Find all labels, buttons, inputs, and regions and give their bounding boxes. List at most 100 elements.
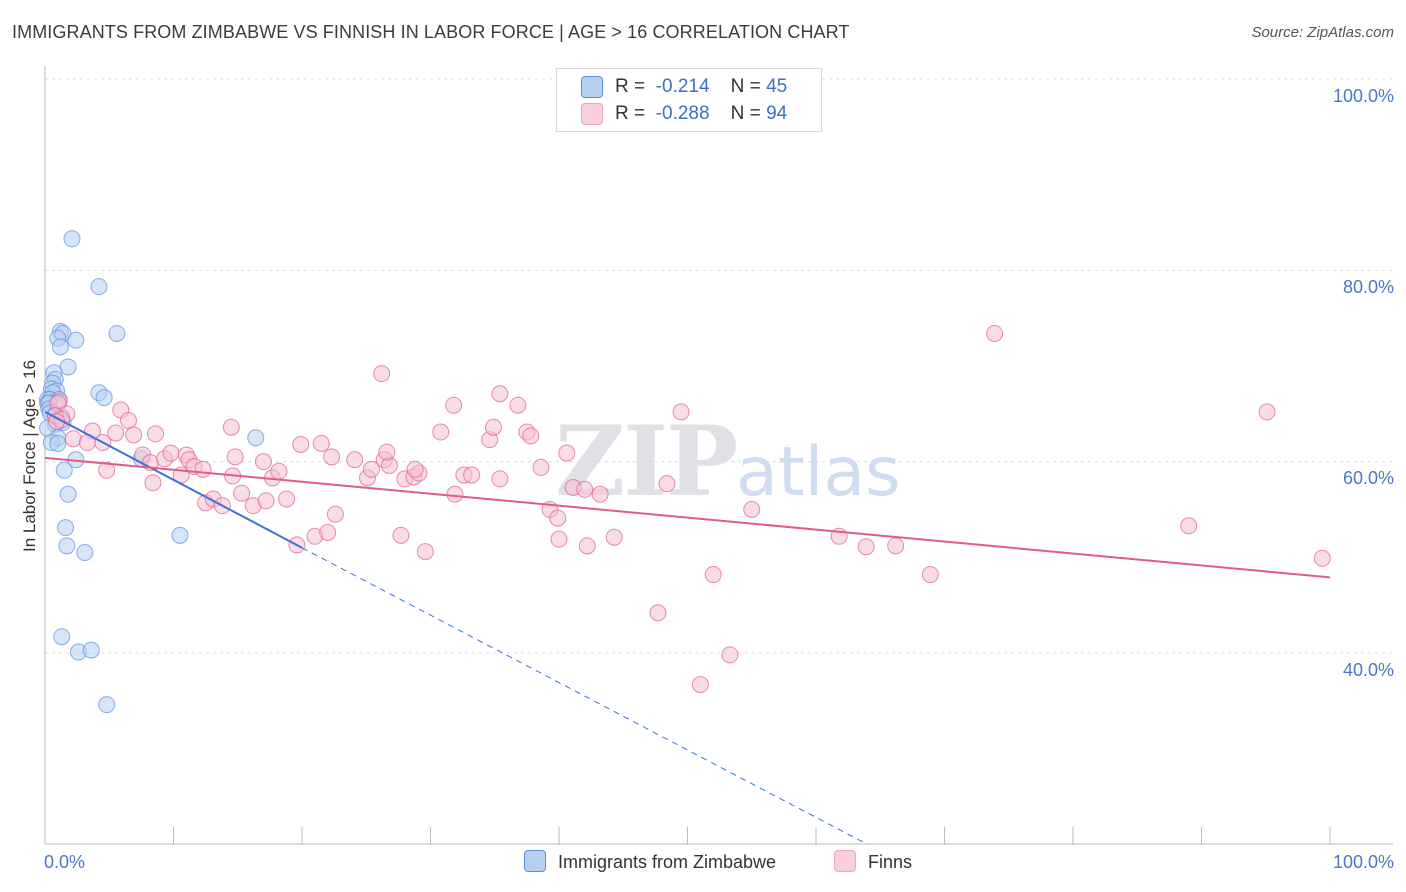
legend-n-value: 45 <box>766 76 788 98</box>
y-tick-label-60: 60.0% <box>1342 468 1394 488</box>
finns-point <box>319 523 337 541</box>
finns-point <box>162 444 180 462</box>
bottom-legend-label-zimbabwe: Immigrants from Zimbabwe <box>558 852 777 872</box>
finns-point <box>378 443 396 461</box>
finns-point <box>1180 517 1198 535</box>
legend-n-value: 94 <box>766 103 788 125</box>
legend-swatch-finns <box>581 103 603 125</box>
finns-point <box>120 412 138 430</box>
legend-r-value: -0.288 <box>655 103 710 125</box>
finns-point <box>147 425 165 443</box>
zimbabwe-point <box>98 696 116 714</box>
finns-point <box>292 435 310 453</box>
y-tick-label-40: 40.0% <box>1342 660 1394 680</box>
finns-point <box>649 604 667 622</box>
zimbabwe-point <box>67 331 85 349</box>
zimbabwe-point <box>171 526 189 544</box>
zimbabwe-point <box>51 338 69 356</box>
finns-point <box>532 458 550 476</box>
finns-trend-line <box>44 456 1331 579</box>
finns-point <box>578 537 596 555</box>
finns-point <box>691 676 709 694</box>
finns-point <box>672 403 690 421</box>
finns-point <box>362 460 380 478</box>
zimbabwe-point <box>247 429 265 447</box>
legend-row-finns: R = -0.288 N = 94 <box>581 103 787 127</box>
finns-point <box>323 448 341 466</box>
legend-n-label: N = <box>730 103 761 125</box>
bottom-legend-zimbabwe: Immigrants from Zimbabwe <box>524 850 777 874</box>
zimbabwe-point <box>57 519 75 537</box>
finns-point <box>1313 549 1331 567</box>
finns-point <box>392 526 410 544</box>
finns-point <box>312 434 330 452</box>
finns-point <box>658 475 676 493</box>
chart-source: Source: ZipAtlas.com <box>1251 24 1394 41</box>
zimbabwe-trend-line <box>44 411 303 549</box>
correlation-legend: R = -0.214 N = 45 R = -0.288 N = 94 <box>556 68 822 132</box>
finns-point <box>576 480 594 498</box>
zimbabwe-point <box>55 461 73 479</box>
zimbabwe-point <box>95 389 113 407</box>
zimbabwe-point <box>82 641 100 659</box>
legend-row-zimbabwe: R = -0.214 N = 45 <box>581 76 787 100</box>
zimbabwe-point <box>53 628 71 646</box>
finns-point <box>107 424 125 442</box>
bottom-legend-swatch-finns <box>834 850 856 873</box>
finns-point <box>704 566 722 584</box>
zimbabwe-point <box>63 230 81 248</box>
finns-point <box>591 485 609 503</box>
y-tick-label-80: 80.0% <box>1342 277 1394 297</box>
zimbabwe-point <box>49 434 67 452</box>
legend-r-label: R = <box>615 76 646 98</box>
bottom-legend-finns: Finns <box>834 850 913 874</box>
zimbabwe-point <box>59 485 77 503</box>
chart-title: IMMIGRANTS FROM ZIMBABWE VS FINNISH IN L… <box>12 22 850 42</box>
finns-point <box>445 396 463 414</box>
x-tick-label-0: 0.0% <box>44 852 86 872</box>
finns-point <box>446 485 464 503</box>
finns-point <box>144 474 162 492</box>
finns-point <box>222 418 240 436</box>
zimbabwe-point <box>90 278 108 296</box>
finns-point <box>373 365 391 383</box>
finns-point <box>522 427 540 445</box>
finns-point <box>509 396 527 414</box>
finns-point <box>857 538 875 556</box>
bottom-legend-swatch-zimbabwe <box>524 850 546 873</box>
finns-point <box>346 451 364 469</box>
finns-point <box>463 466 481 484</box>
legend-swatch-zimbabwe <box>581 76 603 98</box>
finns-point <box>743 501 761 518</box>
bottom-legend-label-finns: Finns <box>868 852 913 872</box>
zimbabwe-trend-extension <box>301 547 868 845</box>
zimbabwe-point <box>59 358 77 376</box>
zimbabwe-point <box>108 324 126 342</box>
zimbabwe-point <box>76 544 94 562</box>
finns-point <box>1258 403 1276 421</box>
finns-point <box>194 460 212 478</box>
y-tick-label-100: 100.0% <box>1332 86 1394 106</box>
legend-n-label: N = <box>730 76 761 98</box>
finns-point <box>257 492 275 510</box>
watermark-atlas: atlas <box>736 433 901 512</box>
finns-point <box>491 470 509 488</box>
finns-point <box>558 444 576 462</box>
zimbabwe-point <box>58 537 76 555</box>
finns-point <box>98 461 116 479</box>
finns-point <box>921 566 939 584</box>
finns-point <box>484 418 502 436</box>
finns-point <box>887 537 905 555</box>
finns-point <box>550 530 568 548</box>
finns-point <box>64 430 82 448</box>
finns-point <box>986 324 1004 342</box>
finns-point <box>721 646 739 664</box>
finns-point <box>278 490 296 508</box>
finns-point <box>226 448 244 466</box>
legend-r-value: -0.214 <box>655 76 710 98</box>
finns-point <box>416 543 434 561</box>
legend-r-label: R = <box>615 103 646 125</box>
finns-point <box>406 460 424 478</box>
x-tick-label-100: 100.0% <box>1332 852 1394 872</box>
